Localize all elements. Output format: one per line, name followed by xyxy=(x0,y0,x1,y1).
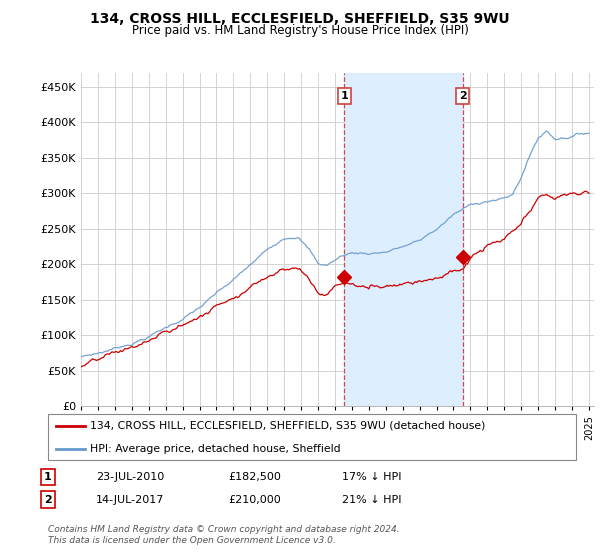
Bar xyxy=(344,73,463,406)
Text: Price paid vs. HM Land Registry's House Price Index (HPI): Price paid vs. HM Land Registry's House … xyxy=(131,24,469,37)
FancyBboxPatch shape xyxy=(48,414,576,460)
Text: 21% ↓ HPI: 21% ↓ HPI xyxy=(342,494,401,505)
Text: 14-JUL-2017: 14-JUL-2017 xyxy=(96,494,164,505)
Text: Contains HM Land Registry data © Crown copyright and database right 2024.
This d: Contains HM Land Registry data © Crown c… xyxy=(48,525,400,545)
Text: 17% ↓ HPI: 17% ↓ HPI xyxy=(342,472,401,482)
Text: £210,000: £210,000 xyxy=(228,494,281,505)
Text: 1: 1 xyxy=(340,91,348,101)
Text: 2: 2 xyxy=(44,494,52,505)
Text: 23-JUL-2010: 23-JUL-2010 xyxy=(96,472,164,482)
Text: 2: 2 xyxy=(458,91,466,101)
Text: 134, CROSS HILL, ECCLESFIELD, SHEFFIELD, S35 9WU: 134, CROSS HILL, ECCLESFIELD, SHEFFIELD,… xyxy=(90,12,510,26)
Text: 1: 1 xyxy=(44,472,52,482)
Text: 134, CROSS HILL, ECCLESFIELD, SHEFFIELD, S35 9WU (detached house): 134, CROSS HILL, ECCLESFIELD, SHEFFIELD,… xyxy=(90,421,485,431)
Text: £182,500: £182,500 xyxy=(228,472,281,482)
Text: HPI: Average price, detached house, Sheffield: HPI: Average price, detached house, Shef… xyxy=(90,444,341,454)
